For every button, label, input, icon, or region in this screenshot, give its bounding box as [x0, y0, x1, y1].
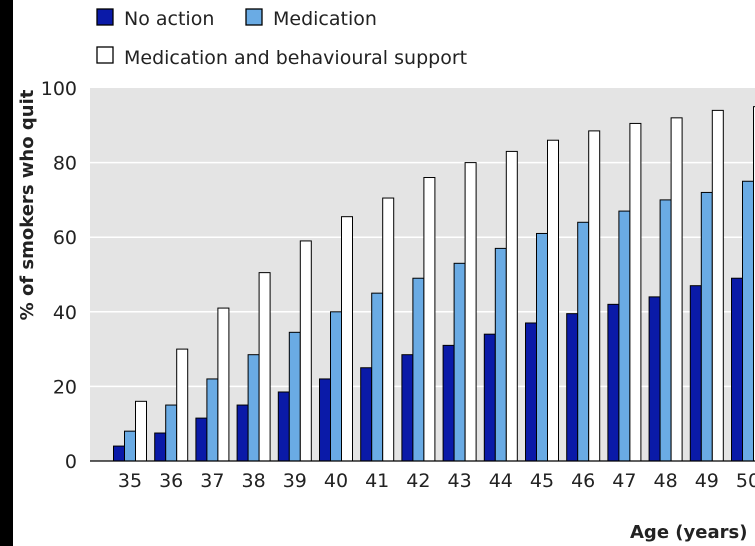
legend-label: No action	[124, 8, 214, 30]
y-tick-label: 80	[53, 153, 77, 175]
x-tick-label: 43	[448, 470, 472, 492]
bar	[423, 177, 436, 462]
bar	[206, 378, 219, 462]
bar	[319, 378, 331, 462]
legend-swatch	[96, 46, 114, 64]
bar	[330, 311, 342, 462]
bar	[247, 354, 260, 462]
bar	[700, 191, 713, 462]
bar	[453, 262, 466, 462]
bar	[577, 221, 590, 462]
bar	[288, 331, 301, 462]
bar	[742, 180, 754, 462]
bar	[536, 232, 548, 462]
bar	[299, 240, 312, 462]
bar	[258, 272, 271, 462]
bar	[113, 445, 125, 462]
legend-label: Medication and behavioural support	[124, 47, 467, 69]
legend-swatch	[96, 8, 114, 26]
bar	[753, 106, 755, 462]
bar	[341, 216, 353, 462]
bar	[547, 139, 559, 462]
x-tick-label: 44	[489, 470, 513, 492]
bar	[689, 285, 702, 462]
bar	[360, 367, 373, 462]
bar	[659, 199, 672, 462]
x-tick-label: 40	[324, 470, 348, 492]
bar	[217, 307, 230, 462]
x-tick-label: 45	[530, 470, 554, 492]
bar	[412, 277, 425, 462]
x-tick-label: 49	[695, 470, 719, 492]
x-tick-label: 47	[612, 470, 636, 492]
legend-label: Medication	[273, 8, 377, 30]
bar-chart: 0 20 40 60 80 100 35 36 37 38 39 40 41 42 43 44 45 46 47 4…	[17, 8, 755, 543]
x-tick-label: 39	[283, 470, 307, 492]
bar	[525, 322, 537, 462]
bar	[505, 150, 518, 462]
legend: No action Medication Medication and behavi…	[96, 8, 467, 69]
bar	[236, 404, 249, 462]
bar	[277, 391, 290, 462]
bar	[731, 277, 743, 462]
bar	[670, 117, 683, 462]
bar	[607, 303, 620, 462]
x-tick-label: 41	[365, 470, 389, 492]
y-tick-label: 60	[53, 227, 77, 249]
bar	[176, 348, 189, 462]
bar	[195, 417, 208, 462]
bar	[135, 400, 147, 462]
bar	[464, 162, 477, 462]
bar	[165, 404, 178, 462]
bar	[648, 296, 661, 462]
x-tick-label: 46	[571, 470, 595, 492]
bar	[566, 313, 579, 462]
bar	[124, 430, 136, 462]
chart-frame: 0 20 40 60 80 100 35 36 37 38 39 40 41 42 43 44 45 46 47 4…	[13, 0, 755, 546]
bar	[442, 344, 455, 462]
bar	[483, 333, 496, 462]
x-tick-label: 36	[159, 470, 183, 492]
bar	[154, 432, 167, 462]
y-tick-label: 100	[41, 78, 77, 100]
bar	[588, 130, 601, 462]
y-tick-label: 0	[65, 451, 77, 473]
x-tick-label: 48	[654, 470, 678, 492]
x-tick-label: 37	[200, 470, 224, 492]
x-tick-label: 35	[118, 470, 142, 492]
bar	[401, 354, 414, 462]
bar	[382, 197, 395, 462]
bar	[629, 122, 642, 462]
x-tick-label: 38	[242, 470, 266, 492]
y-tick-label: 40	[53, 302, 77, 324]
legend-swatch	[245, 8, 263, 26]
bar	[371, 292, 384, 462]
x-tick-label: 42	[406, 470, 430, 492]
y-axis-label: % of smokers who quit	[17, 89, 38, 320]
x-axis-label: Age (years)	[630, 522, 747, 543]
bar	[618, 210, 631, 462]
x-tick-label: 50	[736, 470, 755, 492]
bar	[494, 247, 507, 462]
bar	[711, 109, 724, 462]
y-tick-label: 20	[53, 376, 77, 398]
